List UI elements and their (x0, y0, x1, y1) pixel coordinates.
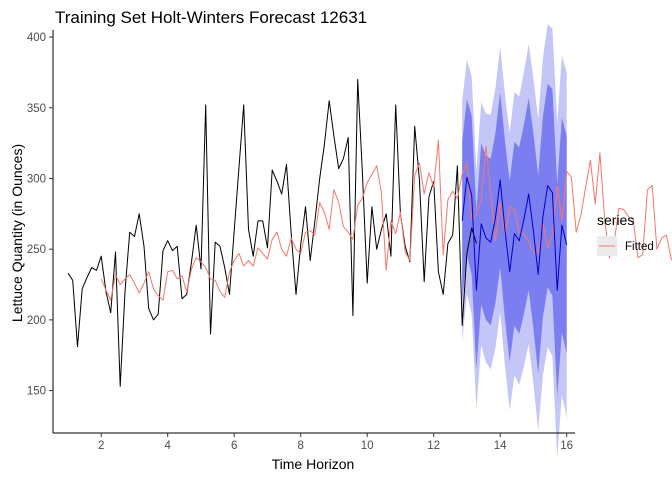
axes: 2 4 6 8 10 12 14 16 150 200 250 300 350 400 (27, 30, 575, 452)
y-axis-title: Lettuce Quantity (in Ounces) (9, 144, 25, 322)
y-tick-label: 350 (27, 103, 46, 115)
x-tick-label: 8 (297, 440, 303, 452)
fitted-line (100, 139, 672, 301)
y-tick-label: 250 (27, 244, 46, 256)
legend: series Fitted (597, 212, 654, 256)
legend-label-fitted: Fitted (625, 241, 654, 253)
forecast-line (461, 176, 568, 291)
x-tick-label: 12 (427, 440, 440, 452)
legend-title: series (597, 212, 634, 228)
x-tick-label: 16 (560, 440, 573, 452)
band80-area (462, 83, 567, 397)
x-tick-label: 4 (165, 440, 172, 452)
x-tick-label: 2 (98, 440, 104, 452)
y-tick-label: 400 (27, 32, 46, 44)
x-tick-label: 6 (231, 440, 237, 452)
y-tick-label: 200 (27, 315, 46, 327)
series-lines (67, 79, 672, 387)
chart-title: Training Set Holt-Winters Forecast 12631 (55, 8, 367, 27)
x-tick-label: 14 (494, 440, 507, 452)
y-tick-label: 150 (27, 386, 46, 398)
x-axis-title: Time Horizon (272, 456, 355, 472)
y-tick-label: 300 (27, 173, 46, 185)
actual-line (67, 79, 477, 387)
prediction-intervals (462, 24, 567, 458)
x-tick-label: 10 (361, 440, 374, 452)
x-ticks: 2 4 6 8 10 12 14 16 (98, 433, 573, 452)
y-ticks: 150 200 250 300 350 400 (27, 32, 53, 398)
